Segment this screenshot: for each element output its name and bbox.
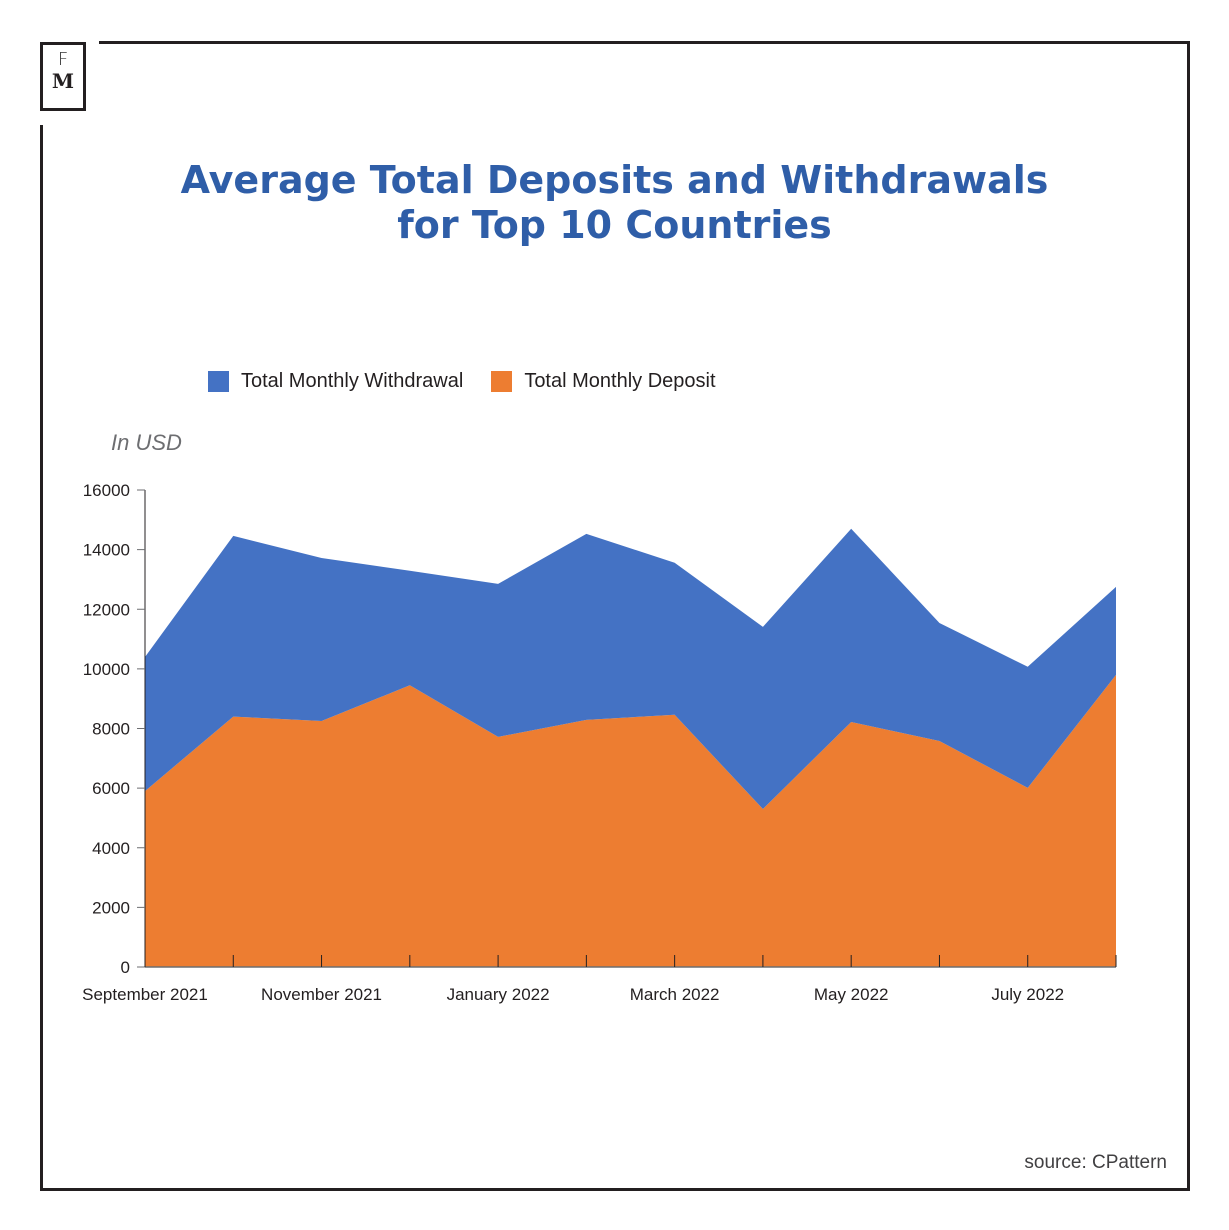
x-tick-label: March 2022 bbox=[630, 985, 720, 1004]
frame-bottom bbox=[40, 1188, 1190, 1191]
legend: Total Monthly Withdrawal Total Monthly D… bbox=[208, 370, 716, 393]
legend-label-deposit: Total Monthly Deposit bbox=[524, 370, 716, 392]
legend-item-deposit: Total Monthly Deposit bbox=[491, 370, 716, 393]
frame-right bbox=[1187, 41, 1190, 1191]
y-tick-label: 4000 bbox=[92, 839, 130, 858]
y-tick-label: 6000 bbox=[92, 779, 130, 798]
y-tick-label: 0 bbox=[121, 958, 130, 977]
y-tick-label: 8000 bbox=[92, 720, 130, 739]
y-tick-label: 10000 bbox=[83, 660, 130, 679]
legend-label-withdrawal: Total Monthly Withdrawal bbox=[241, 370, 464, 392]
legend-swatch-withdrawal bbox=[208, 371, 229, 392]
y-tick-label: 2000 bbox=[92, 898, 130, 917]
x-tick-label: September 2021 bbox=[82, 985, 208, 1004]
source-note: source: CPattern bbox=[1024, 1152, 1167, 1173]
legend-item-withdrawal: Total Monthly Withdrawal bbox=[208, 370, 463, 393]
y-tick-label: 12000 bbox=[83, 600, 130, 619]
x-tick-label: January 2022 bbox=[447, 985, 550, 1004]
y-tick-label: 16000 bbox=[83, 481, 130, 500]
logo-letter-f: F bbox=[57, 49, 69, 70]
chart-title: Average Total Deposits and Withdrawals f… bbox=[0, 158, 1229, 248]
y-tick-label: 14000 bbox=[83, 541, 130, 560]
frame-top bbox=[99, 41, 1190, 44]
frame-left bbox=[40, 125, 43, 1191]
x-tick-label: May 2022 bbox=[814, 985, 889, 1004]
title-line-2: for Top 10 Countries bbox=[397, 203, 832, 247]
x-tick-label: July 2022 bbox=[991, 985, 1064, 1004]
y-axis-unit-label: In USD bbox=[111, 430, 182, 455]
legend-swatch-deposit bbox=[491, 371, 513, 392]
logo-letter-m: M bbox=[51, 69, 75, 93]
fm-logo: F M bbox=[40, 42, 86, 111]
area-deposit bbox=[145, 674, 1116, 967]
title-line-1: Average Total Deposits and Withdrawals bbox=[180, 158, 1049, 202]
area-withdrawal bbox=[145, 528, 1116, 809]
x-tick-label: November 2021 bbox=[261, 985, 382, 1004]
